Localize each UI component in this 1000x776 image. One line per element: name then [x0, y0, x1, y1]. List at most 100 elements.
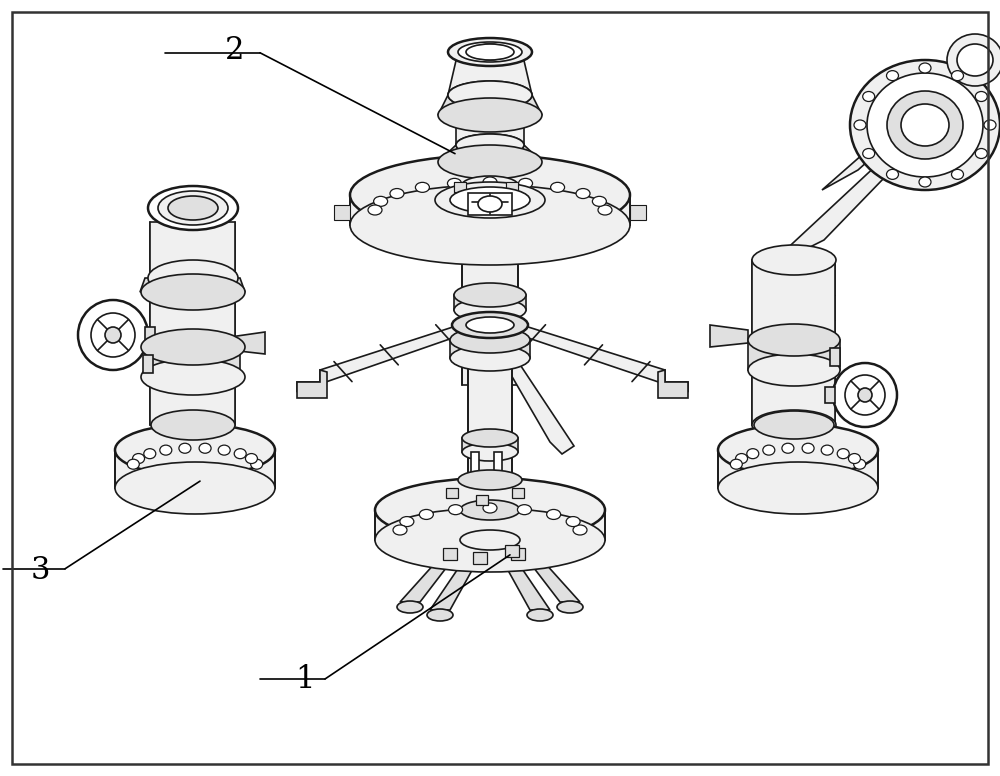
Ellipse shape — [460, 500, 520, 520]
Ellipse shape — [133, 453, 145, 463]
Polygon shape — [494, 545, 550, 610]
Ellipse shape — [368, 205, 382, 215]
Ellipse shape — [867, 73, 983, 177]
Ellipse shape — [460, 530, 520, 550]
Ellipse shape — [160, 445, 172, 455]
Ellipse shape — [850, 60, 1000, 190]
Ellipse shape — [251, 459, 263, 469]
Bar — [505, 545, 519, 557]
Ellipse shape — [400, 517, 414, 527]
Ellipse shape — [454, 298, 526, 322]
Ellipse shape — [115, 424, 275, 476]
Bar — [454, 182, 466, 192]
Ellipse shape — [462, 443, 518, 461]
Polygon shape — [822, 52, 989, 190]
Ellipse shape — [105, 327, 121, 343]
Ellipse shape — [438, 145, 542, 179]
Ellipse shape — [833, 363, 897, 427]
Ellipse shape — [557, 601, 583, 613]
Bar — [476, 495, 488, 505]
Ellipse shape — [858, 388, 872, 402]
Ellipse shape — [148, 260, 238, 296]
Polygon shape — [145, 347, 240, 377]
Ellipse shape — [975, 92, 987, 102]
Text: 1: 1 — [295, 663, 315, 695]
Ellipse shape — [566, 517, 580, 527]
Polygon shape — [230, 332, 265, 354]
Bar — [511, 548, 525, 560]
Polygon shape — [297, 370, 327, 398]
Polygon shape — [458, 480, 522, 500]
Polygon shape — [718, 450, 878, 488]
Ellipse shape — [462, 429, 518, 447]
Polygon shape — [468, 358, 512, 480]
Ellipse shape — [802, 443, 814, 453]
Ellipse shape — [148, 186, 238, 230]
Ellipse shape — [374, 196, 388, 206]
Ellipse shape — [448, 81, 532, 109]
Ellipse shape — [415, 182, 429, 192]
Ellipse shape — [763, 445, 775, 455]
Ellipse shape — [452, 312, 528, 338]
Polygon shape — [448, 52, 532, 95]
Ellipse shape — [141, 329, 245, 365]
Ellipse shape — [730, 459, 742, 469]
Ellipse shape — [837, 449, 849, 459]
Polygon shape — [764, 115, 945, 270]
Ellipse shape — [483, 503, 497, 513]
Bar — [143, 355, 153, 373]
Ellipse shape — [450, 187, 530, 213]
Bar — [443, 548, 457, 560]
Polygon shape — [490, 315, 688, 392]
Bar — [506, 182, 518, 192]
Ellipse shape — [91, 313, 135, 357]
Ellipse shape — [984, 120, 996, 130]
Polygon shape — [454, 295, 526, 310]
Bar — [473, 552, 487, 564]
Ellipse shape — [547, 509, 561, 519]
Ellipse shape — [234, 449, 246, 459]
Ellipse shape — [483, 177, 497, 187]
Ellipse shape — [438, 98, 542, 132]
Ellipse shape — [168, 196, 218, 220]
Bar — [446, 488, 458, 498]
Ellipse shape — [458, 470, 522, 490]
Ellipse shape — [718, 424, 878, 476]
Ellipse shape — [141, 359, 245, 395]
Ellipse shape — [736, 453, 748, 463]
Polygon shape — [485, 330, 574, 454]
Ellipse shape — [752, 245, 836, 275]
Ellipse shape — [456, 134, 524, 156]
Ellipse shape — [393, 525, 407, 535]
Ellipse shape — [199, 443, 211, 453]
Ellipse shape — [848, 453, 860, 463]
Ellipse shape — [752, 410, 836, 440]
Bar — [506, 182, 518, 192]
Polygon shape — [462, 162, 518, 185]
Ellipse shape — [592, 196, 606, 206]
Polygon shape — [438, 145, 542, 162]
Polygon shape — [375, 510, 605, 540]
Ellipse shape — [952, 169, 964, 179]
Polygon shape — [752, 260, 835, 425]
Polygon shape — [462, 225, 518, 385]
Polygon shape — [438, 95, 542, 115]
Ellipse shape — [975, 148, 987, 158]
Ellipse shape — [517, 504, 531, 514]
Ellipse shape — [576, 189, 590, 199]
Polygon shape — [450, 340, 530, 358]
Polygon shape — [710, 325, 748, 347]
Polygon shape — [748, 340, 840, 370]
Ellipse shape — [427, 609, 453, 621]
Ellipse shape — [151, 410, 235, 440]
Bar — [471, 452, 479, 474]
Bar — [512, 488, 524, 498]
Ellipse shape — [350, 155, 630, 235]
Ellipse shape — [782, 443, 794, 453]
Ellipse shape — [435, 182, 545, 218]
Ellipse shape — [952, 71, 964, 81]
Ellipse shape — [447, 178, 461, 189]
Ellipse shape — [863, 92, 875, 102]
Ellipse shape — [887, 169, 898, 179]
Ellipse shape — [747, 449, 759, 459]
